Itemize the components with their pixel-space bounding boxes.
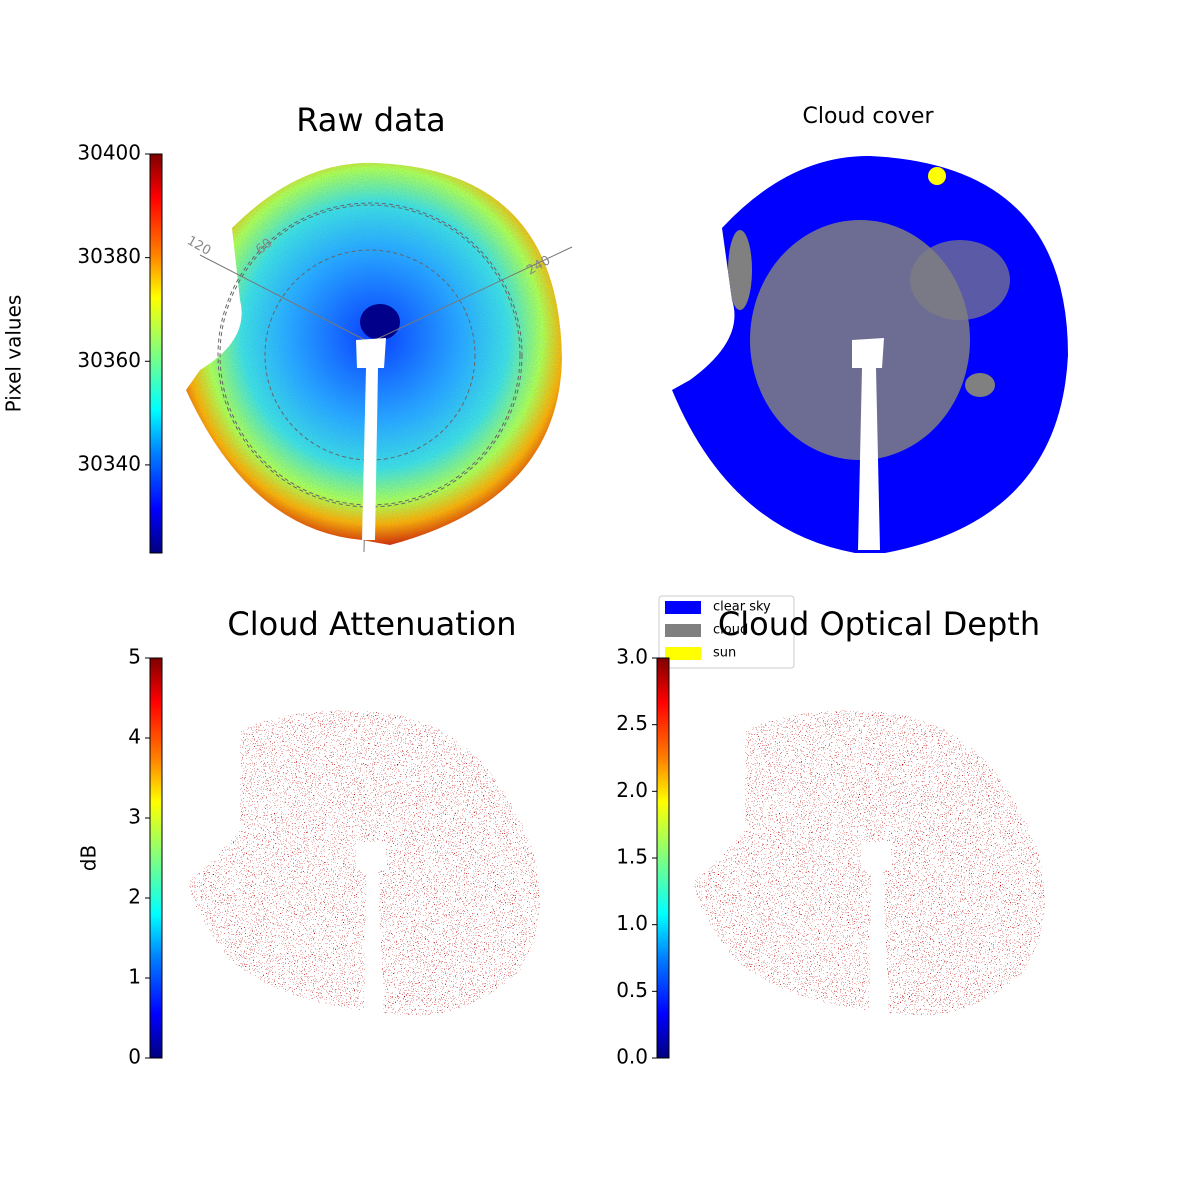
- tick-label: 1: [128, 965, 141, 989]
- tick-label: 1.0: [616, 911, 648, 935]
- raw-image: [186, 162, 573, 553]
- legend-swatch: [665, 647, 701, 660]
- colorbar: [149, 153, 163, 554]
- colorbar: [149, 657, 163, 1059]
- tick-label: 30360: [77, 348, 141, 372]
- tick-label: 2: [128, 885, 141, 909]
- colorbar-label: Pixel values: [2, 295, 26, 413]
- colorbar: [656, 657, 670, 1059]
- tick-label: 2.0: [616, 778, 648, 802]
- tick-label: 3.0: [616, 645, 648, 669]
- cloud-image: [672, 155, 1068, 553]
- tick-label: 2.5: [616, 711, 648, 735]
- legend-label: sun: [713, 646, 736, 661]
- panel-title: Raw data: [296, 101, 446, 139]
- tick-label: 30380: [77, 244, 141, 268]
- legend-swatch: [665, 624, 701, 637]
- colorbar-label: dB: [77, 845, 101, 871]
- panel-title: Cloud Optical Depth: [718, 605, 1040, 643]
- tick-label: 30340: [77, 451, 141, 475]
- optical-depth-image: [694, 710, 1045, 1018]
- attenuation-image: [189, 710, 540, 1018]
- legend-label: cloud: [713, 623, 748, 638]
- tick-label: 5: [128, 645, 141, 669]
- panel-title: Cloud cover: [803, 104, 935, 129]
- panel-title: Cloud Attenuation: [227, 605, 516, 643]
- tick-label: 30400: [77, 141, 141, 165]
- legend-label: clear sky: [713, 600, 771, 615]
- tick-label: 3: [128, 805, 141, 829]
- tick-label: 0.0: [616, 1045, 648, 1069]
- tick-label: 1.5: [616, 845, 648, 869]
- tick-label: 0.5: [616, 978, 648, 1002]
- legend-swatch: [665, 601, 701, 614]
- polar-label: 120: [184, 234, 213, 259]
- tick-label: 4: [128, 725, 141, 749]
- tick-label: 0: [128, 1045, 141, 1069]
